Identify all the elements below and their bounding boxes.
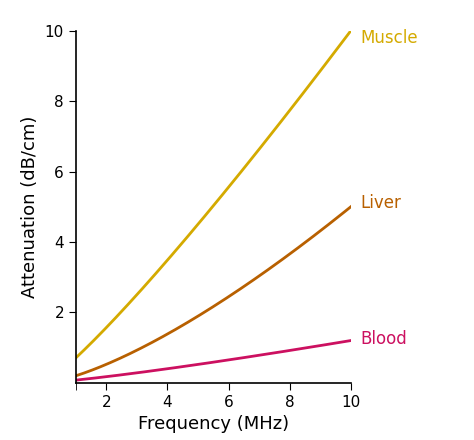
Y-axis label: Attenuation (dB/cm): Attenuation (dB/cm) (21, 116, 39, 298)
Text: Blood: Blood (360, 330, 407, 348)
X-axis label: Frequency (MHz): Frequency (MHz) (138, 415, 289, 433)
Text: Liver: Liver (360, 194, 401, 212)
Text: Muscle: Muscle (360, 29, 418, 47)
